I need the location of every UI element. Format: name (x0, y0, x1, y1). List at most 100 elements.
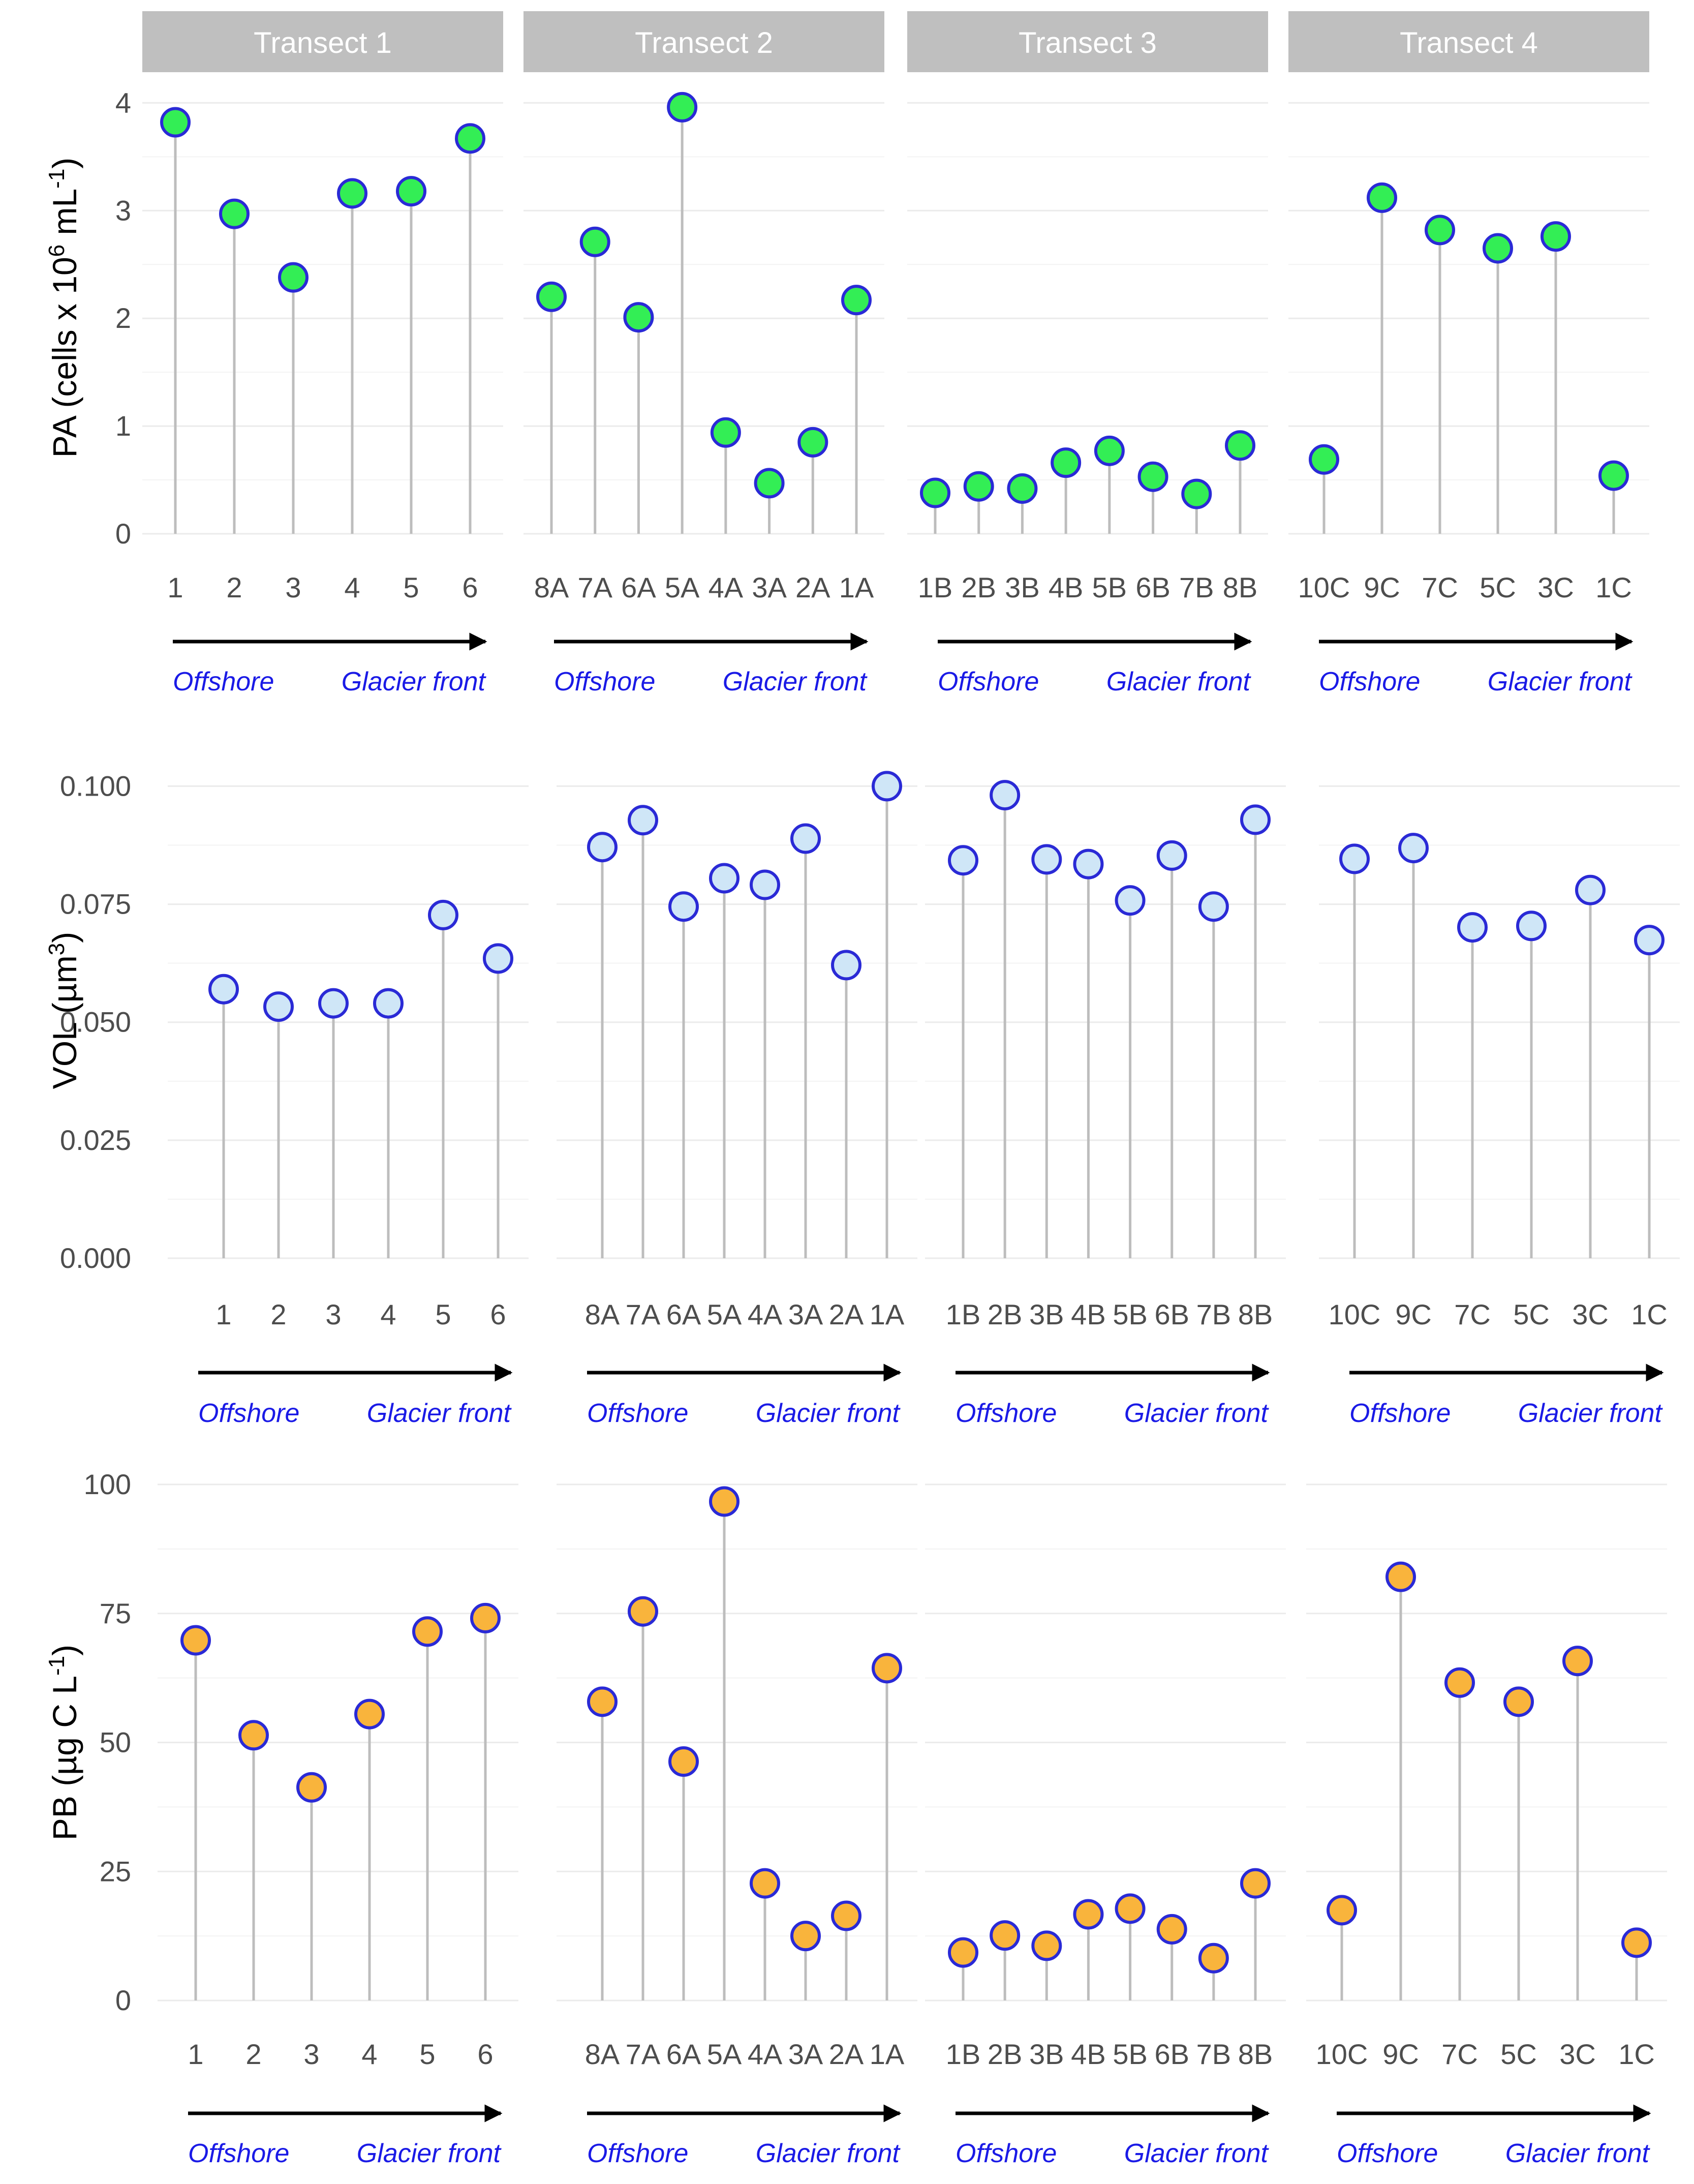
data-point (470, 1602, 501, 1633)
data-point (668, 1746, 699, 1777)
x-tick-label: 4 (380, 1298, 396, 1330)
data-point (872, 771, 902, 802)
data-point (831, 950, 861, 981)
y-tick-label: 50 (100, 1726, 131, 1758)
facet-strips: Transect 1 Transect 2 Transect 3 Transect 4 (142, 11, 1649, 72)
data-point (1575, 874, 1606, 905)
x-tick-label: 9C (1382, 2038, 1419, 2070)
x-tick-label: 4 (344, 571, 360, 603)
x-tick-label: 7B (1196, 2038, 1231, 2070)
direction-end-label: Glacier front (1124, 2139, 1270, 2168)
direction-start-label: Offshore (188, 2139, 289, 2168)
data-point (710, 417, 741, 448)
data-point (628, 805, 658, 836)
data-point (920, 477, 950, 508)
x-tick-label: 4 (361, 2038, 377, 2070)
x-tick-label: 7B (1196, 1298, 1231, 1330)
x-tick-label: 7A (626, 1298, 661, 1330)
direction-start-label: Offshore (554, 667, 655, 696)
data-point (296, 1772, 327, 1803)
data-point (1425, 215, 1455, 246)
x-tick-label: 3A (752, 571, 787, 603)
data-point (1094, 435, 1125, 466)
data-point (455, 123, 485, 154)
x-tick-label: 2 (226, 571, 242, 603)
x-tick-label: 2 (270, 1298, 286, 1330)
direction-end-label: Glacier front (1518, 1399, 1664, 1428)
x-tick-label: 5B (1113, 2038, 1148, 2070)
y-tick-label: 0.100 (60, 770, 131, 802)
y-axis-label: VOL (µm3) (44, 932, 84, 1089)
data-point (1503, 1686, 1534, 1717)
data-point (396, 176, 426, 207)
x-tick-label: 7C (1454, 1298, 1491, 1330)
x-tick-label: 5B (1092, 571, 1127, 603)
data-point (1398, 833, 1429, 864)
x-tick-label: 1 (215, 1298, 231, 1330)
data-point (1073, 848, 1104, 879)
data-point (483, 943, 513, 974)
data-point (587, 832, 618, 863)
x-tick-label: 8B (1238, 2038, 1273, 2070)
direction-start-label: Offshore (198, 1399, 299, 1428)
y-tick-label: 0.000 (60, 1242, 131, 1274)
y-tick-label: 100 (84, 1468, 131, 1500)
data-point (1073, 1899, 1104, 1930)
data-point (354, 1698, 385, 1730)
direction-end-label: Glacier front (357, 2139, 502, 2168)
y-tick-label: 0.050 (60, 1006, 131, 1038)
x-tick-label: 1 (188, 2038, 203, 2070)
direction-end-label: Glacier front (367, 1399, 512, 1428)
direction-end-label: Glacier front (756, 1399, 901, 1428)
x-tick-label: 3 (303, 2038, 319, 2070)
data-point (1621, 1927, 1652, 1958)
data-point (1156, 840, 1187, 871)
direction-end-label: Glacier front (1488, 667, 1633, 696)
data-point (373, 988, 404, 1019)
x-tick-label: 3 (285, 571, 301, 603)
x-tick-label: 7B (1179, 571, 1214, 603)
x-tick-label: 3C (1559, 2038, 1596, 2070)
direction-start-label: Offshore (587, 2139, 688, 2168)
data-point (797, 427, 828, 458)
lollipop-stems (174, 107, 1651, 2000)
y-tick-label: 0.025 (60, 1124, 131, 1156)
direction-start-label: Offshore (1349, 1399, 1451, 1428)
data-point (872, 1653, 902, 1684)
x-tick-label: 4A (748, 2038, 783, 2070)
data-point (180, 1625, 211, 1656)
data-point (263, 991, 294, 1022)
data-point (623, 302, 654, 333)
x-tick-label: 5 (435, 1298, 451, 1330)
direction-start-label: Offshore (956, 1399, 1057, 1428)
data-point (1051, 447, 1082, 478)
data-point (990, 1920, 1021, 1951)
data-point (208, 974, 239, 1005)
direction-end-label: Glacier front (342, 667, 487, 696)
data-point (238, 1720, 269, 1751)
x-tick-label: 5C (1513, 1298, 1550, 1330)
data-point (948, 845, 978, 876)
lollipop-points (160, 92, 1665, 1974)
x-tick-label: 2A (829, 2038, 864, 2070)
x-tick-label: 1C (1618, 2038, 1655, 2070)
y-tick-label: 75 (100, 1597, 131, 1629)
direction-end-label: Glacier front (1106, 667, 1252, 696)
y-tick-label: 2 (115, 302, 131, 334)
x-tick-label: 6 (462, 571, 478, 603)
data-point (1031, 844, 1062, 875)
gridlines (142, 102, 1680, 2001)
x-tick-label: 1B (918, 571, 953, 603)
x-tick-label: 4B (1071, 1298, 1106, 1330)
x-tick-label: 3B (1005, 571, 1040, 603)
x-tick-label: 5A (707, 2038, 742, 2070)
data-point (709, 1486, 740, 1517)
facet-strip (523, 11, 884, 72)
data-point (1385, 1561, 1416, 1592)
x-tick-label: 8B (1223, 571, 1258, 603)
direction-end-label: Glacier front (1505, 2139, 1651, 2168)
x-tick-label: 1A (870, 2038, 905, 2070)
facet-strip (1288, 11, 1649, 72)
data-point (412, 1616, 443, 1647)
data-point (1240, 804, 1271, 835)
